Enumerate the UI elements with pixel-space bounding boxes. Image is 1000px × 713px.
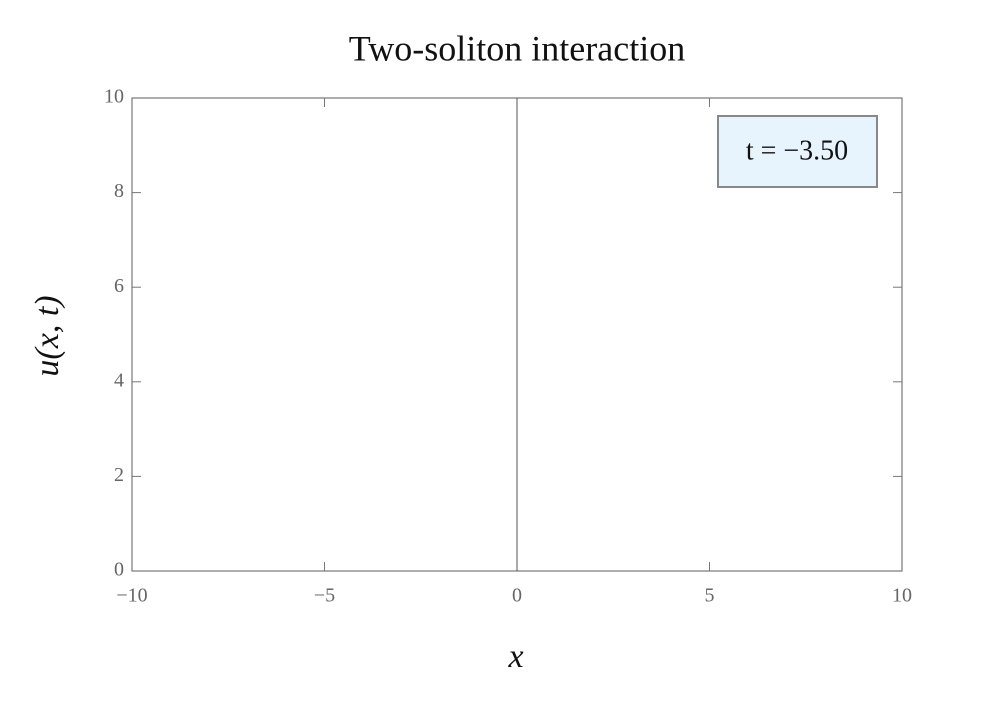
x-tick-label: 0 bbox=[512, 585, 522, 607]
y-tick-label: 10 bbox=[104, 86, 124, 108]
annotation-box bbox=[717, 115, 878, 188]
y-axis-label: u(x, t) bbox=[29, 295, 66, 376]
x-tick-label: −10 bbox=[116, 585, 147, 607]
y-tick-label: 4 bbox=[114, 369, 124, 391]
y-tick-label: 2 bbox=[114, 464, 124, 486]
chart-title: Two-soliton interaction bbox=[349, 28, 685, 68]
y-tick-label: 6 bbox=[114, 275, 124, 297]
x-tick-label: 5 bbox=[705, 585, 715, 607]
y-tick-label: 8 bbox=[114, 180, 124, 202]
x-tick-label: −5 bbox=[314, 585, 335, 607]
annotation: t = −3.50 bbox=[746, 135, 848, 166]
y-tick-label: 0 bbox=[114, 559, 124, 581]
x-tick-label: 10 bbox=[892, 585, 912, 607]
x-axis-label: x bbox=[507, 638, 523, 675]
